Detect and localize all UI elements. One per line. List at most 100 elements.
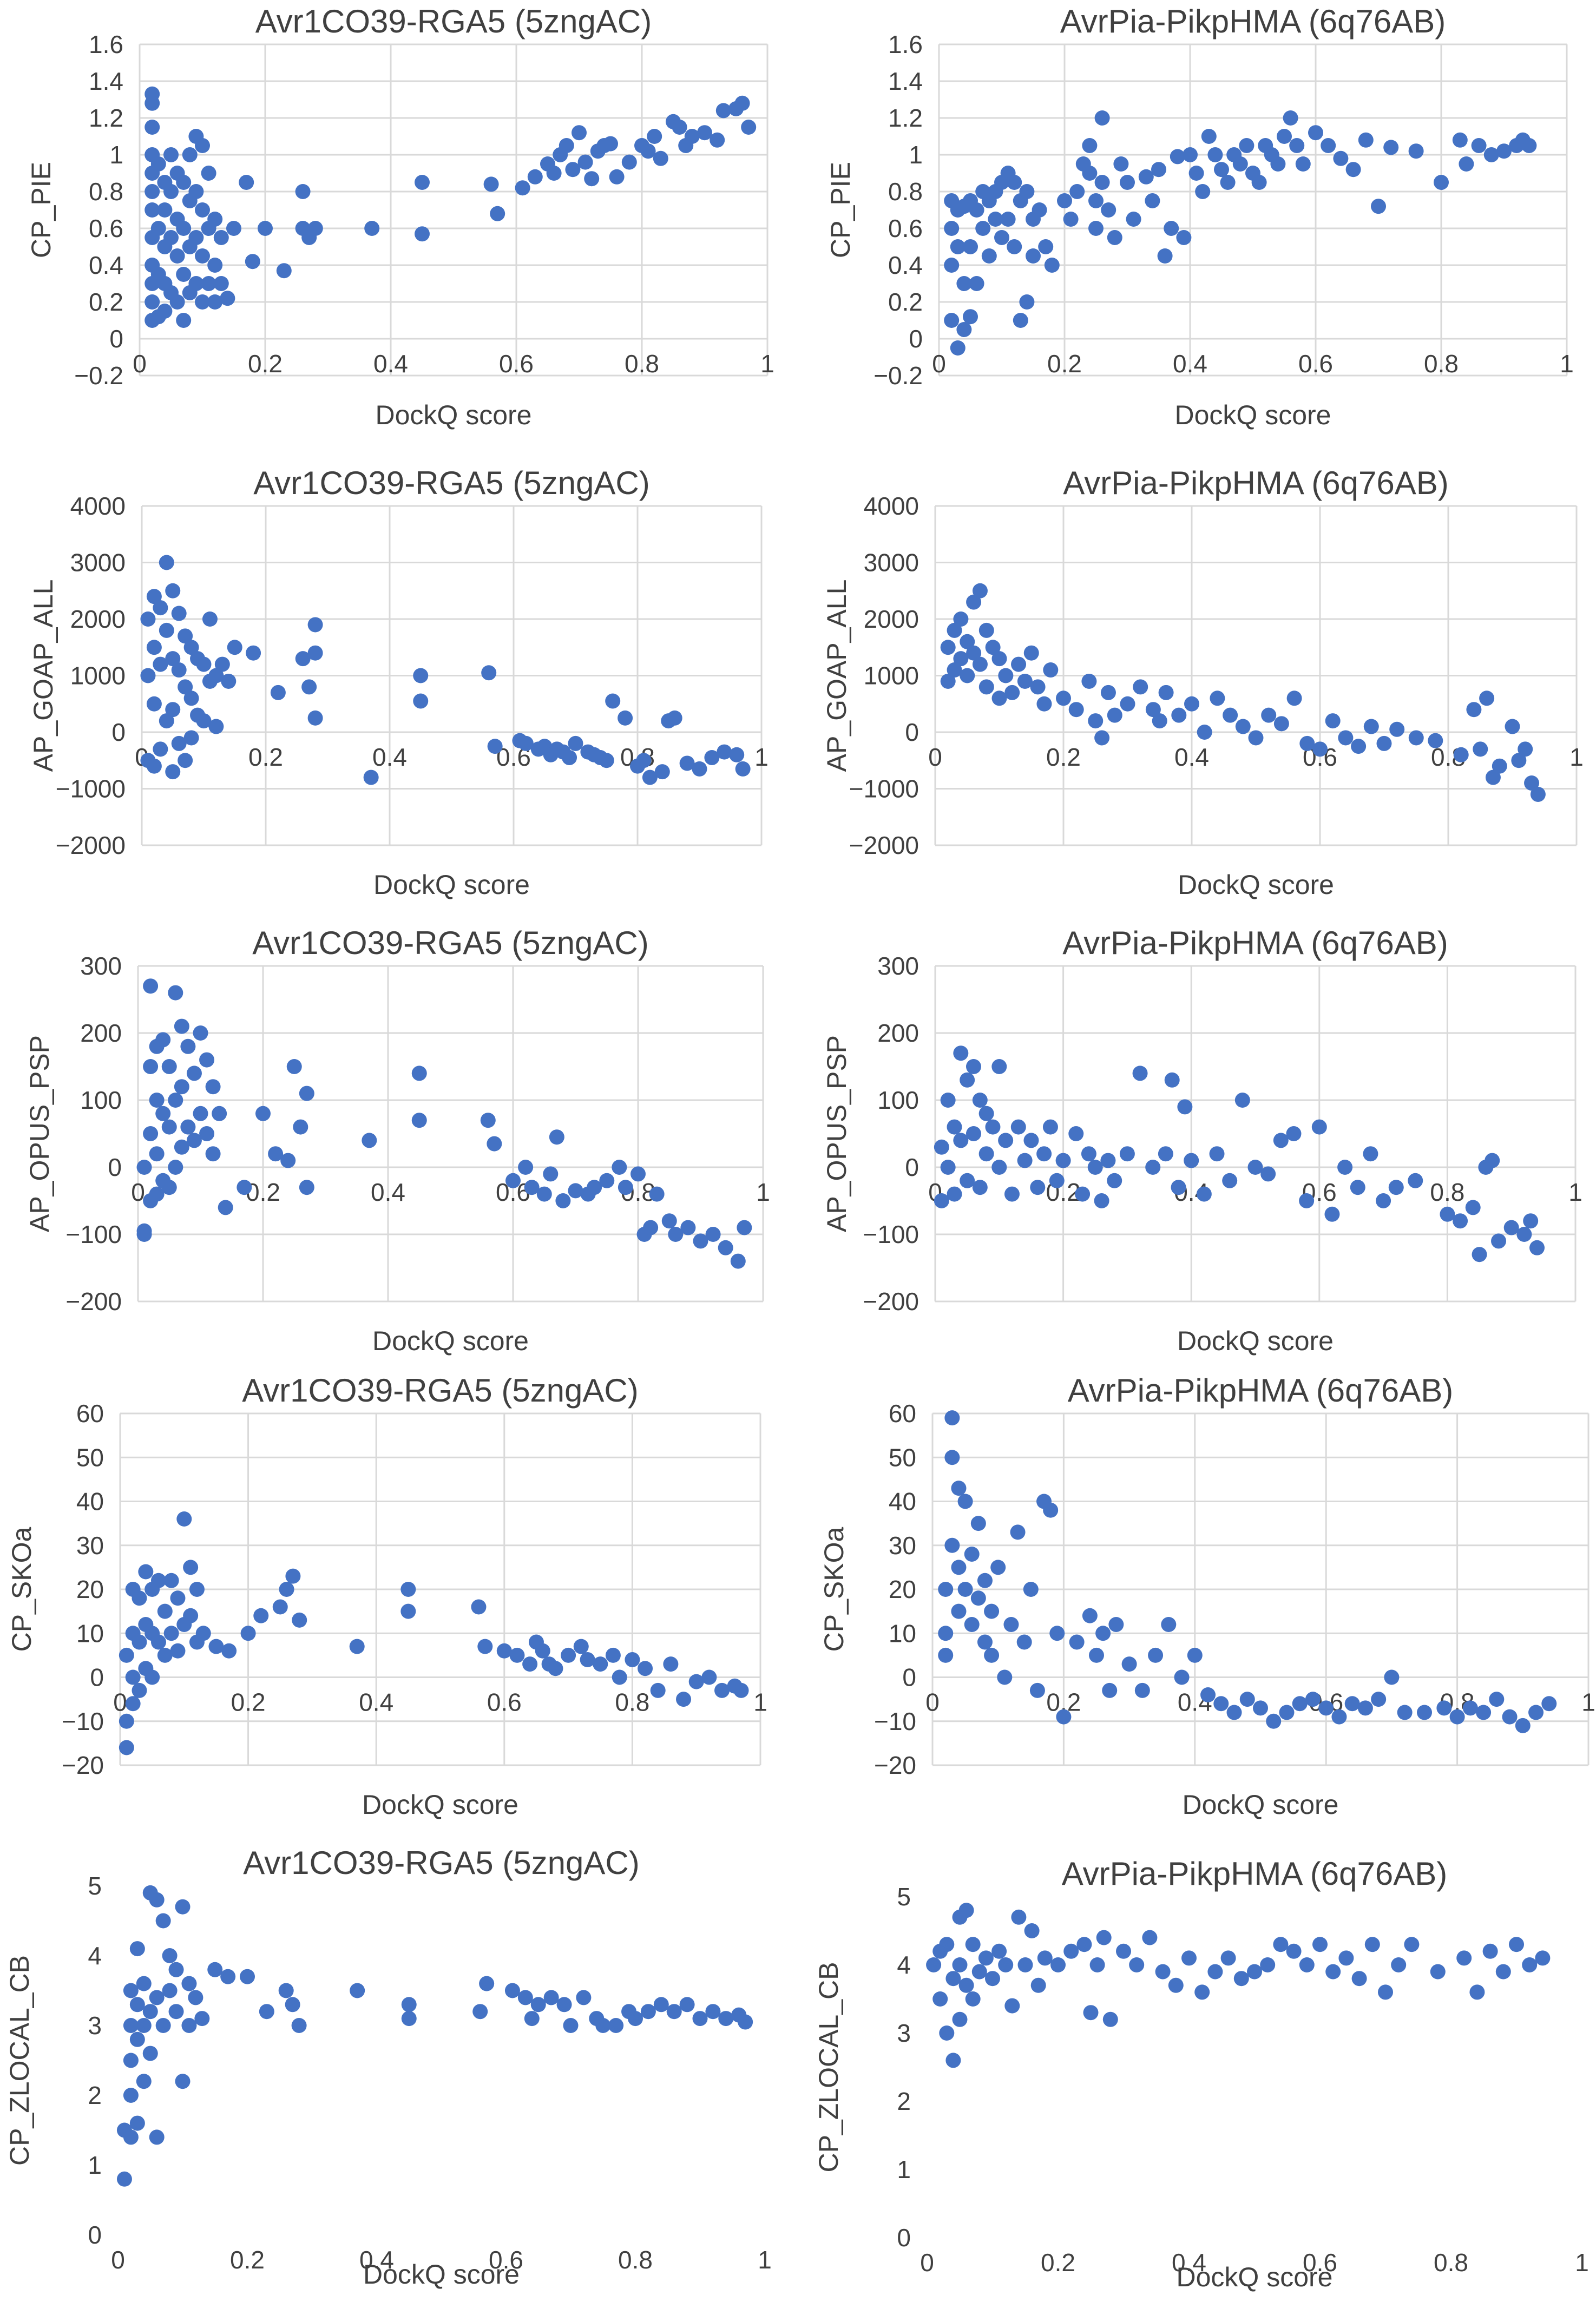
data-point	[195, 138, 210, 153]
data-point	[1496, 143, 1512, 159]
data-point	[1333, 150, 1349, 166]
y-tick-label: 40	[889, 1488, 916, 1516]
data-point	[268, 1146, 284, 1162]
data-point	[483, 176, 499, 192]
data-point	[1010, 1119, 1026, 1135]
data-point	[1378, 1984, 1393, 2000]
data-point	[1120, 175, 1135, 190]
data-point	[1121, 1656, 1137, 1672]
x-tick-label: 0.4	[372, 743, 407, 771]
data-point	[285, 1568, 301, 1584]
data-point	[944, 1450, 960, 1465]
data-point	[149, 1990, 165, 2005]
y-tick-label: −20	[62, 1751, 104, 1779]
x-tick-label: 0	[113, 1688, 127, 1716]
data-point	[1325, 713, 1341, 729]
data-point	[143, 1126, 159, 1141]
y-tick-label: −1000	[56, 775, 126, 803]
data-point	[157, 1603, 173, 1619]
data-point	[603, 136, 618, 152]
data-point	[1023, 1133, 1039, 1148]
data-point	[1357, 1700, 1373, 1716]
data-point	[1351, 739, 1367, 754]
y-tick-label: 100	[877, 1086, 919, 1114]
data-point	[125, 1669, 141, 1685]
data-point	[218, 1200, 233, 1215]
data-point	[170, 1643, 186, 1659]
data-point	[939, 1937, 955, 1952]
data-point	[729, 747, 745, 762]
data-point	[1100, 685, 1116, 700]
data-point	[487, 1136, 502, 1152]
data-point	[1088, 713, 1104, 729]
data-point	[140, 668, 156, 683]
data-point	[612, 1160, 627, 1175]
data-point	[638, 1661, 653, 1676]
data-point	[1107, 230, 1122, 245]
data-point	[157, 304, 173, 319]
data-point	[576, 1990, 592, 2005]
data-point	[1007, 175, 1022, 190]
data-point	[237, 1180, 252, 1195]
data-point	[1364, 1937, 1380, 1952]
y-tick-label: 4000	[864, 492, 919, 520]
data-point	[162, 1983, 178, 1998]
data-point	[965, 1991, 981, 2007]
data-point	[1032, 202, 1047, 218]
data-point	[272, 1599, 288, 1615]
data-point	[1036, 696, 1052, 712]
data-point	[163, 230, 179, 245]
data-point	[957, 1582, 973, 1597]
data-point	[1094, 175, 1110, 190]
data-point	[517, 1990, 533, 2005]
data-point	[966, 594, 982, 610]
data-point	[1038, 239, 1054, 254]
data-point	[1351, 1971, 1367, 1987]
data-point	[650, 1682, 666, 1698]
data-point	[1011, 1909, 1027, 1925]
data-point	[1286, 1943, 1302, 1959]
data-point	[668, 1227, 684, 1242]
y-tick-label: 0	[108, 1153, 122, 1181]
data-point	[178, 628, 193, 644]
data-point	[536, 1186, 552, 1202]
data-point	[1239, 138, 1255, 153]
data-point	[180, 1119, 196, 1135]
data-point	[926, 1957, 942, 1972]
data-point	[587, 1180, 602, 1195]
data-point	[1376, 735, 1392, 751]
data-point	[481, 665, 497, 681]
data-point	[214, 656, 230, 672]
data-point	[1214, 162, 1229, 177]
data-point	[1509, 1937, 1524, 1952]
data-point	[350, 1983, 365, 1998]
data-point	[947, 622, 962, 638]
data-point	[293, 1119, 308, 1135]
data-point	[1158, 685, 1174, 700]
data-point	[1358, 132, 1374, 148]
y-tick-label: 60	[889, 1399, 916, 1428]
data-point	[577, 154, 593, 170]
y-tick-label: 0	[902, 1663, 916, 1692]
data-point	[1068, 1126, 1084, 1141]
y-tick-label: 1	[88, 2151, 102, 2179]
y-tick-label: 0	[88, 2221, 102, 2249]
data-point	[684, 129, 700, 144]
y-tick-label: 0.8	[89, 177, 123, 206]
y-axis-label: CP_SKOa	[6, 1527, 37, 1652]
data-point	[1453, 747, 1469, 762]
data-point	[663, 1656, 679, 1672]
data-point	[1181, 1950, 1197, 1966]
data-point	[1081, 1146, 1096, 1162]
data-point	[524, 1180, 540, 1195]
data-point	[1363, 719, 1379, 734]
data-point	[1524, 775, 1540, 791]
data-point	[530, 1997, 546, 2013]
data-point	[1521, 138, 1537, 153]
y-tick-label: 50	[76, 1443, 104, 1471]
data-point	[1042, 1119, 1058, 1135]
x-tick-label: 0.2	[246, 1178, 280, 1206]
data-point	[1024, 1923, 1040, 1938]
data-point	[1312, 1937, 1328, 1952]
